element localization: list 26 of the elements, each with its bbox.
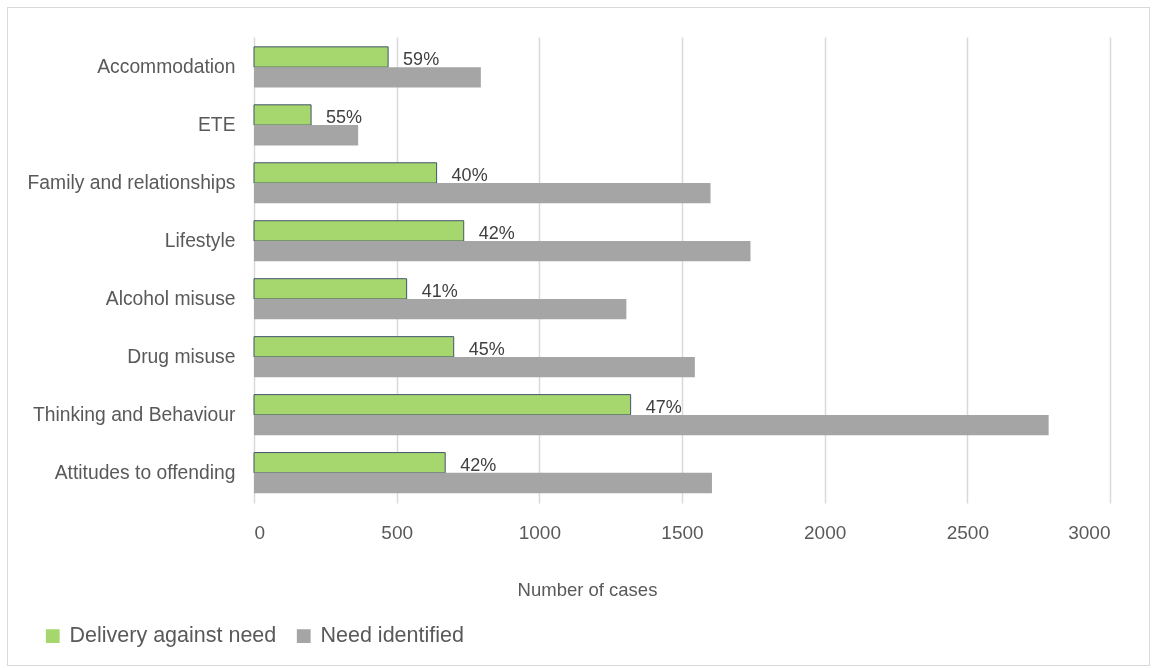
annotation: 41%: [421, 280, 458, 301]
y-tick-label: Family and relationships: [27, 172, 236, 194]
x-tick-label: 2000: [804, 521, 847, 543]
x-tick-label: 1000: [518, 521, 561, 543]
x-tick-label: 2500: [946, 521, 989, 543]
annotation: 55%: [326, 107, 363, 128]
annotation: 47%: [645, 396, 682, 417]
y-tick-label: Lifestyle: [164, 230, 236, 252]
y-tick-label: ETE: [198, 114, 236, 136]
x-tick-label: 0: [254, 521, 266, 543]
annotation: 45%: [468, 338, 505, 359]
legend-label: Need identified: [320, 623, 464, 648]
x-axis-title: Number of cases: [517, 578, 658, 600]
y-tick-label: Accommodation: [97, 56, 236, 78]
x-tick-label: 500: [381, 521, 414, 543]
x-tick-label: 3000: [1068, 521, 1111, 543]
y-tick-label: Thinking and Behaviour: [32, 403, 237, 425]
annotation: 42%: [478, 223, 515, 244]
annotation: 42%: [460, 454, 497, 475]
y-tick-label: Drug misuse: [127, 345, 236, 367]
annotation: 59%: [403, 49, 440, 70]
y-tick-label: Alcohol misuse: [105, 287, 236, 309]
y-tick-label: Attitudes to offending: [54, 461, 236, 483]
x-tick-label: 1500: [661, 521, 704, 543]
legend-label: Delivery against need: [69, 623, 277, 648]
annotation: 40%: [451, 165, 488, 186]
